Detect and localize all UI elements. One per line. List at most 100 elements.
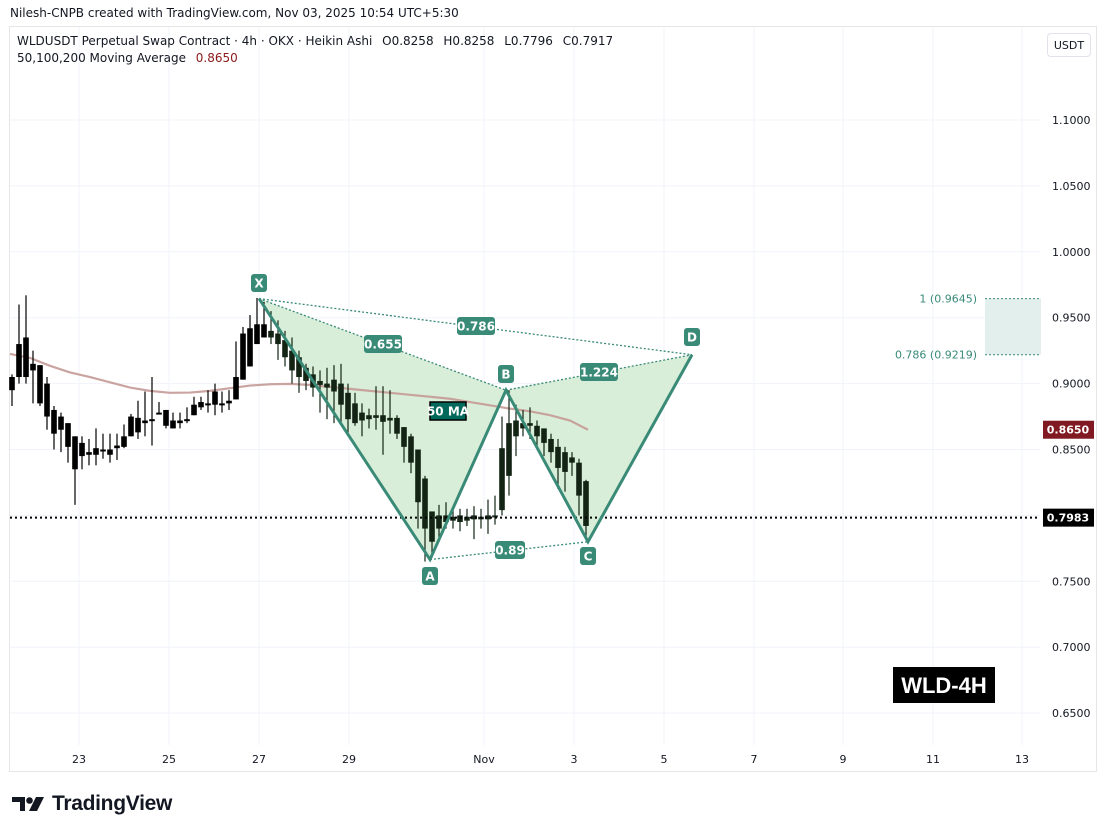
candle-body: [37, 365, 43, 404]
candle-body: [51, 409, 57, 434]
candle-body: [527, 423, 533, 426]
ohlc-high: H0.8258: [443, 34, 495, 48]
ma-tag-label: [429, 401, 467, 421]
point-label-d-text: D: [687, 331, 697, 345]
candle-body: [394, 417, 400, 434]
candle-body: [492, 515, 498, 518]
ma-50-line: [9, 352, 589, 431]
ratio-line-ac[interactable]: [429, 541, 589, 561]
candle-body: [506, 423, 512, 476]
candle-body: [16, 344, 22, 378]
candle-body: [408, 436, 414, 463]
ma-50-path: [9, 352, 589, 431]
candle-body: [240, 333, 246, 380]
candle-body: [436, 515, 442, 529]
candle-body: [247, 328, 253, 367]
fib-level-label: 1 (0.9645): [919, 293, 977, 306]
ratio-label-xd-text: 0.786: [457, 320, 495, 334]
chart-legend: WLDUSDT Perpetual Swap Contract · 4h · O…: [17, 33, 613, 67]
candle-body: [296, 357, 302, 378]
ratio-label-ac-text: 0.89: [495, 544, 525, 558]
harmonic-pattern-lines[interactable]: [257, 297, 694, 563]
symbol-legend-row[interactable]: WLDUSDT Perpetual Swap Contract · 4h · O…: [17, 33, 613, 50]
tradingview-logo-icon: [12, 797, 44, 811]
triangle-bcd: [506, 354, 692, 542]
candle-body: [107, 449, 113, 455]
candle-body: [541, 428, 547, 443]
ratio-label-xb: [364, 335, 402, 353]
candle-body: [338, 383, 344, 405]
price-tick-label: 1.1000: [1052, 114, 1091, 127]
candle-body: [233, 377, 239, 400]
price-tick-label: 1.0500: [1052, 180, 1091, 193]
candle-body: [128, 416, 134, 437]
candle-body: [555, 446, 561, 468]
fib-level-label: 0.786 (0.9219): [895, 349, 977, 362]
time-tick-label: 9: [840, 753, 847, 766]
ratio-line-xd[interactable]: [258, 297, 693, 356]
candle-body: [520, 423, 526, 429]
candle-body: [359, 412, 365, 421]
ohlc-close: C0.7917: [562, 34, 614, 48]
candle-body: [569, 457, 575, 463]
candle-body: [282, 340, 288, 358]
candle-body: [352, 403, 358, 424]
candle-body: [184, 419, 190, 422]
time-tick-label: 5: [661, 753, 668, 766]
currency-unit-button[interactable]: USDT: [1047, 33, 1091, 57]
time-tick-label: 3: [571, 753, 578, 766]
candle-body: [457, 515, 463, 522]
point-label-x-text: X: [254, 277, 264, 291]
ratio-label-bd: [580, 363, 618, 381]
candle-body: [387, 417, 393, 421]
candle-body: [275, 333, 281, 345]
candle-body: [415, 449, 421, 503]
candle-body: [317, 380, 323, 385]
point-label-d: [684, 328, 700, 346]
last-price-badge: [1043, 508, 1094, 527]
candle-body: [345, 392, 351, 420]
time-tick-label: 13: [1015, 753, 1029, 766]
candle-body: [191, 404, 197, 416]
candle-body: [254, 324, 260, 345]
candle-body: [23, 337, 29, 378]
candle-body: [114, 445, 120, 449]
candle-body: [30, 363, 36, 371]
chart-frame: [9, 26, 1097, 772]
candle-body: [9, 377, 15, 391]
price-tick-label: 0.7500: [1052, 575, 1091, 588]
tradingview-logo[interactable]: TradingView: [12, 792, 172, 816]
candle-body: [303, 367, 309, 381]
candle-body: [121, 436, 127, 447]
candle-body: [401, 427, 407, 447]
candle-body: [226, 400, 232, 404]
symbol-title: WLDUSDT Perpetual Swap Contract · 4h · O…: [17, 34, 373, 48]
point-label-b-text: B: [501, 368, 510, 382]
candle-body: [79, 442, 85, 457]
candle-body: [44, 383, 50, 417]
point-label-b: [498, 365, 514, 383]
ratio-label-bd-text: 1.224: [580, 366, 618, 380]
last-price-badge-text: 0.7983: [1047, 512, 1089, 525]
candle-body: [261, 324, 267, 338]
candle-body: [289, 350, 295, 371]
watermark-box: [893, 667, 995, 703]
point-label-a: [422, 567, 438, 585]
candle-body: [324, 383, 330, 388]
ma-value: 0.8650: [195, 51, 238, 65]
candle-body: [471, 515, 477, 520]
grid-lines: [10, 27, 1040, 745]
harmonic-pattern-fill: [259, 298, 692, 560]
candle-body: [485, 515, 491, 520]
time-tick-label: 23: [72, 753, 86, 766]
candle-body: [366, 415, 372, 420]
price-tick-label: 0.6500: [1052, 707, 1091, 720]
ratio-line-bd[interactable]: [505, 354, 693, 391]
ma-legend-row[interactable]: 50,100,200 Moving Average 0.8650: [17, 50, 613, 67]
candle-body: [170, 420, 176, 429]
candle-body: [58, 416, 64, 430]
candle-body: [443, 515, 449, 522]
candle-body: [100, 449, 106, 452]
price-tick-label: 0.9500: [1052, 312, 1091, 325]
